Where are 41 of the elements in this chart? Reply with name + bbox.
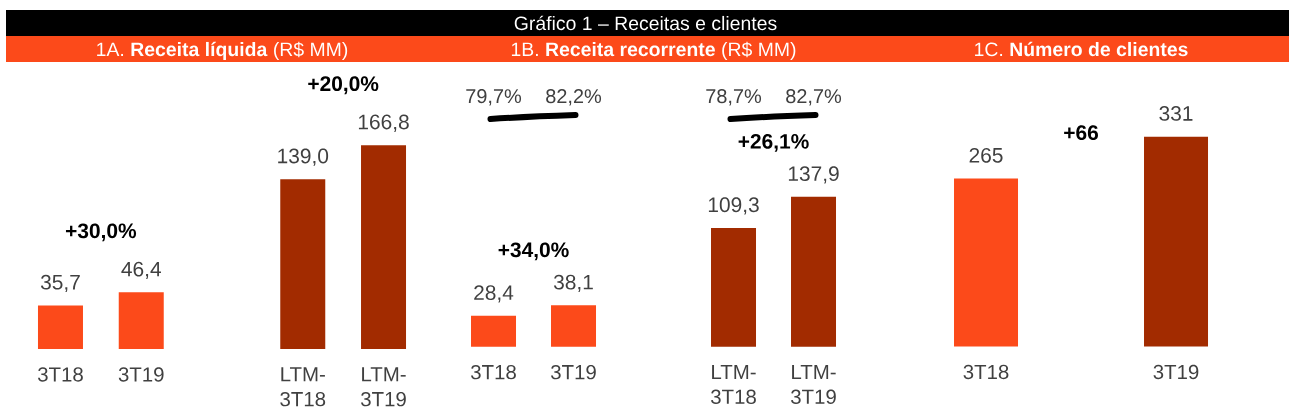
text: 82,2% [546, 89, 602, 106]
text: 78,7% [706, 89, 762, 106]
data-label: 265 [969, 147, 1003, 163]
x-tick-label: 3T18 [963, 364, 1009, 380]
bar [551, 305, 597, 347]
bar [280, 179, 326, 349]
data-label: 38,1 [553, 274, 593, 292]
data-label: 35,7 [40, 274, 80, 293]
bar [361, 145, 407, 349]
x-tick-label: LTM-3T18 [280, 367, 326, 407]
data-label: 166,8 [358, 114, 409, 132]
x-tick-label: 3T18 [471, 364, 516, 380]
annotation: +66 [1064, 125, 1098, 141]
x-tick-label: 3T19 [551, 364, 596, 380]
data-label: 28,4 [474, 285, 514, 303]
x-tick-label: 3T19 [118, 367, 164, 382]
bar [37, 305, 83, 349]
annotation: +30,0% [65, 223, 137, 242]
text: +20,0% [308, 76, 379, 95]
bar [791, 196, 837, 347]
data-label: 137,9 [788, 166, 839, 184]
bar [118, 292, 164, 349]
bar [471, 315, 517, 347]
chart-title: 1A. Receita líquida (R$ MM) [97, 41, 348, 61]
x-tick-label: 3T18 [37, 367, 83, 382]
x-tick-label: 3T19 [1153, 364, 1199, 380]
data-label: 109,3 [708, 197, 759, 215]
text: 82,7% [786, 89, 842, 106]
text: 79,7% [466, 89, 522, 106]
text: Gráfico 1 – Receitas e clientes [514, 15, 777, 31]
text: +26,1% [738, 133, 809, 152]
data-label: 139,0 [278, 148, 329, 166]
chart-title: 1C. Número de clientes [975, 41, 1188, 57]
x-tick-label: LTM-3T19 [791, 364, 836, 405]
annotation: +34,0% [498, 242, 569, 261]
x-tick-label: LTM-3T18 [711, 364, 756, 405]
chart-title: 1B. Receita recorrente (R$ MM) [511, 41, 796, 61]
data-label: 46,4 [121, 261, 161, 279]
x-tick-label: LTM-3T19 [361, 367, 406, 407]
bar [711, 227, 757, 347]
data-label: 331 [1159, 106, 1193, 121]
